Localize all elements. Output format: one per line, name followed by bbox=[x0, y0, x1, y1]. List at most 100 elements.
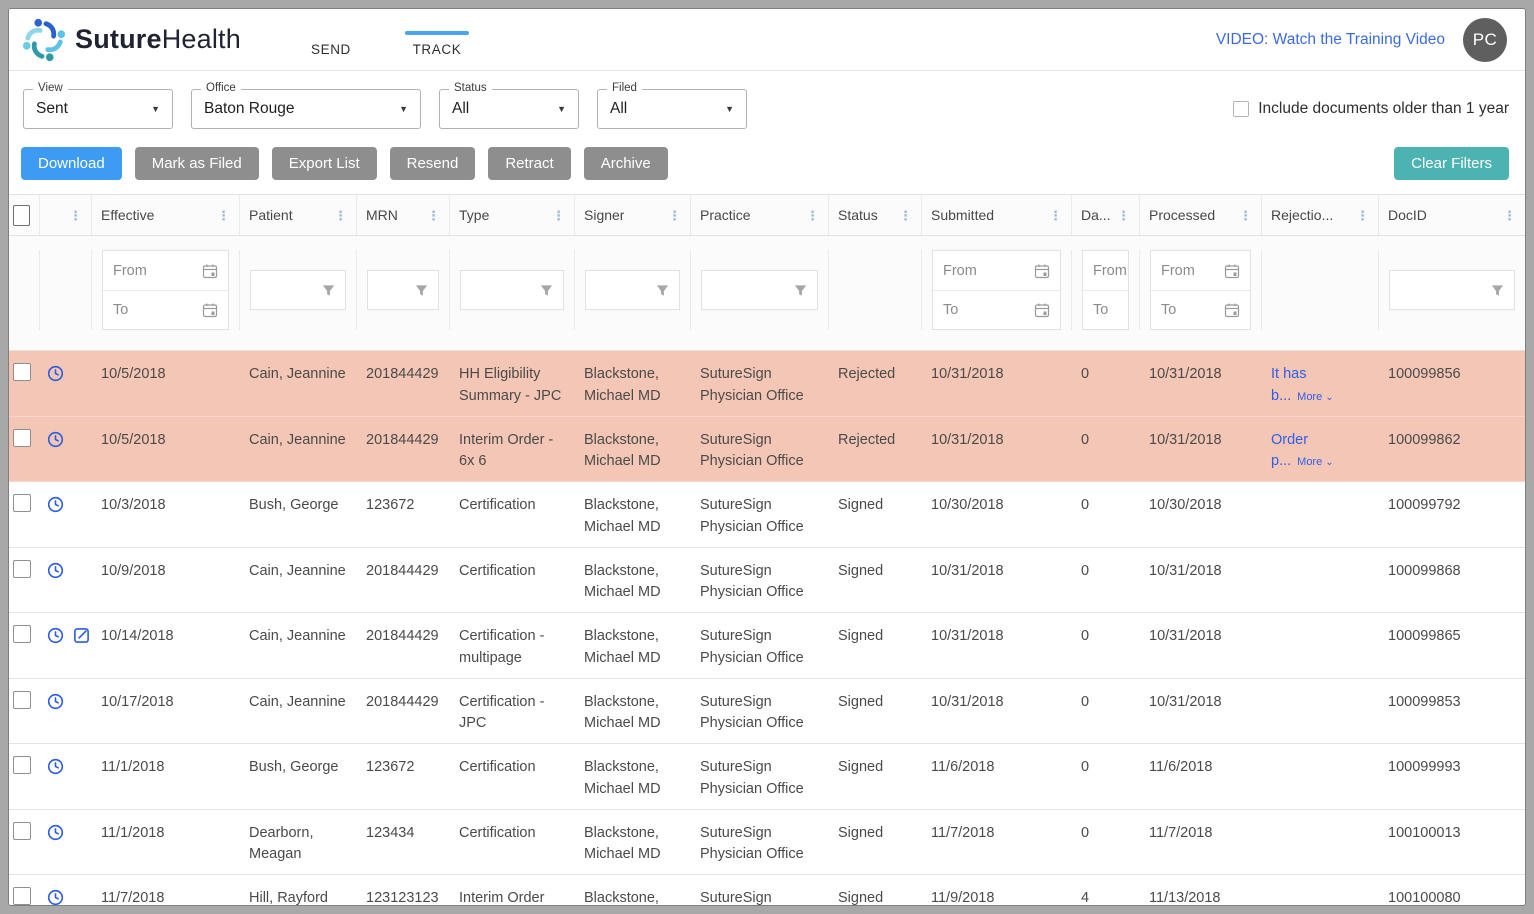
row-checkbox[interactable] bbox=[13, 363, 31, 381]
training-video-link[interactable]: VIDEO: Watch the Training Video bbox=[1215, 30, 1445, 48]
rejection-reason-link[interactable]: It has b... bbox=[1271, 366, 1307, 404]
calendar-icon[interactable] bbox=[202, 263, 218, 279]
column-header-mrn[interactable]: MRN ⋮ bbox=[356, 195, 449, 235]
processed-to-input[interactable]: To bbox=[1151, 290, 1250, 329]
docid-text-filter-input[interactable] bbox=[1389, 270, 1515, 310]
column-menu-icon[interactable]: ⋮ bbox=[1356, 207, 1369, 223]
practice-text-filter-input[interactable] bbox=[701, 270, 818, 310]
tab-track[interactable]: TRACK bbox=[404, 9, 469, 71]
table-row[interactable]: 10/5/2018 Cain, Jeannine 201844429 HH Eligi… bbox=[9, 351, 1525, 417]
clear-filters-button[interactable]: Clear Filters bbox=[1394, 147, 1509, 180]
filter-funnel-icon[interactable] bbox=[655, 283, 670, 298]
calendar-icon[interactable] bbox=[1034, 302, 1050, 318]
row-checkbox[interactable] bbox=[13, 821, 31, 840]
history-clock-icon[interactable] bbox=[47, 627, 64, 644]
filed-dropdown[interactable]: Filed All ▼ bbox=[597, 82, 747, 129]
effective-to-input[interactable]: To bbox=[103, 290, 228, 329]
filter-funnel-icon[interactable] bbox=[321, 283, 336, 298]
table-row[interactable]: 10/9/2018 Cain, Jeannine 201844429 Certific… bbox=[9, 547, 1525, 613]
column-header-submitted[interactable]: Submitted ⋮ bbox=[921, 195, 1071, 235]
table-row[interactable]: 10/17/2018 Cain, Jeannine 201844429 Certifi… bbox=[9, 678, 1525, 744]
column-menu-icon[interactable]: ⋮ bbox=[1117, 207, 1130, 223]
table-row[interactable]: 10/3/2018 Bush, George 123672 Certification… bbox=[9, 482, 1525, 548]
calendar-icon[interactable] bbox=[202, 302, 218, 318]
history-clock-icon[interactable] bbox=[47, 758, 64, 775]
export-list-button[interactable]: Export List bbox=[271, 147, 377, 180]
retract-button[interactable]: Retract bbox=[488, 147, 571, 180]
history-clock-icon[interactable] bbox=[47, 496, 64, 513]
column-menu-icon[interactable]: ⋮ bbox=[217, 207, 230, 223]
column-header-effective[interactable]: Effective ⋮ bbox=[91, 195, 239, 235]
select-all-checkbox[interactable] bbox=[13, 204, 30, 226]
column-menu-icon[interactable]: ⋮ bbox=[69, 207, 82, 223]
column-header-rejection[interactable]: Rejectio... ⋮ bbox=[1261, 195, 1378, 235]
row-checkbox[interactable] bbox=[13, 559, 31, 578]
tab-send[interactable]: SEND bbox=[299, 9, 363, 71]
column-menu-icon[interactable]: ⋮ bbox=[899, 207, 912, 223]
column-menu-icon[interactable]: ⋮ bbox=[668, 207, 681, 223]
column-menu-icon[interactable]: ⋮ bbox=[806, 207, 819, 223]
rejection-more-link[interactable]: More ⌄ bbox=[1297, 391, 1334, 403]
table-row[interactable]: 10/5/2018 Cain, Jeannine 201844429 Interim … bbox=[9, 416, 1525, 482]
type-text-filter-input[interactable] bbox=[460, 270, 564, 310]
days-from-input[interactable]: From bbox=[1083, 251, 1128, 290]
column-menu-icon[interactable]: ⋮ bbox=[1239, 207, 1252, 223]
history-clock-icon[interactable] bbox=[47, 824, 64, 841]
history-clock-icon[interactable] bbox=[47, 562, 64, 579]
row-checkbox[interactable] bbox=[13, 756, 31, 774]
filter-funnel-icon[interactable] bbox=[414, 283, 429, 298]
column-header-signer[interactable]: Signer ⋮ bbox=[574, 195, 690, 235]
filter-funnel-icon[interactable] bbox=[539, 283, 554, 298]
filter-funnel-icon[interactable] bbox=[1490, 283, 1505, 298]
row-checkbox[interactable] bbox=[13, 428, 31, 447]
column-header-practice[interactable]: Practice ⋮ bbox=[690, 195, 828, 235]
row-checkbox[interactable] bbox=[13, 690, 31, 709]
effective-from-input[interactable]: From bbox=[103, 251, 228, 290]
resend-button[interactable]: Resend bbox=[389, 147, 476, 180]
history-clock-icon[interactable] bbox=[47, 693, 64, 710]
history-clock-icon[interactable] bbox=[47, 365, 64, 382]
history-clock-icon[interactable] bbox=[47, 889, 64, 906]
office-dropdown[interactable]: Office Baton Rouge ▼ bbox=[191, 82, 421, 129]
mrn-text-filter-input[interactable] bbox=[367, 270, 439, 310]
calendar-icon[interactable] bbox=[1034, 263, 1050, 279]
row-checkbox[interactable] bbox=[13, 494, 31, 512]
rejection-more-link[interactable]: More ⌄ bbox=[1297, 456, 1334, 468]
table-row[interactable]: 11/1/2018 Bush, George 123672 Certification… bbox=[9, 744, 1525, 810]
edit-note-icon[interactable] bbox=[73, 627, 90, 644]
column-menu-icon[interactable]: ⋮ bbox=[334, 207, 347, 223]
column-header-processed[interactable]: Processed ⋮ bbox=[1139, 195, 1261, 235]
mark-as-filed-button[interactable]: Mark as Filed bbox=[134, 147, 259, 180]
row-checkbox[interactable] bbox=[13, 887, 31, 905]
days-to-input[interactable]: To bbox=[1083, 290, 1128, 329]
calendar-icon[interactable] bbox=[1224, 263, 1240, 279]
column-header-patient[interactable]: Patient ⋮ bbox=[239, 195, 356, 235]
patient-text-filter-input[interactable] bbox=[250, 270, 346, 310]
processed-from-input[interactable]: From bbox=[1151, 251, 1250, 290]
column-header-days[interactable]: Da... ⋮ bbox=[1071, 195, 1139, 235]
signer-text-filter-input[interactable] bbox=[585, 270, 680, 310]
submitted-from-input[interactable]: From bbox=[933, 251, 1060, 290]
column-menu-icon[interactable]: ⋮ bbox=[427, 207, 440, 223]
status-dropdown[interactable]: Status All ▼ bbox=[439, 82, 579, 129]
column-menu-icon[interactable]: ⋮ bbox=[552, 207, 565, 223]
column-menu-icon[interactable]: ⋮ bbox=[1503, 207, 1516, 223]
column-menu-icon[interactable]: ⋮ bbox=[1049, 207, 1062, 223]
table-row[interactable]: 11/7/2018 Hill, Rayford 123123123 Interim O… bbox=[9, 875, 1525, 906]
user-avatar[interactable]: PC bbox=[1463, 17, 1507, 62]
archive-button[interactable]: Archive bbox=[583, 147, 668, 180]
table-row[interactable]: 10/14/2018 Cain, Jeannine 201844429 Certifi… bbox=[9, 613, 1525, 679]
filter-funnel-icon[interactable] bbox=[793, 283, 808, 298]
column-header-type[interactable]: Type ⋮ bbox=[449, 195, 574, 235]
submitted-to-input[interactable]: To bbox=[933, 290, 1060, 329]
include-older-checkbox[interactable] bbox=[1233, 101, 1250, 117]
table-row[interactable]: 11/1/2018 Dearborn, Meagan 123434 Certifica… bbox=[9, 809, 1525, 875]
history-clock-icon[interactable] bbox=[47, 431, 64, 448]
calendar-icon[interactable] bbox=[1224, 302, 1240, 318]
row-checkbox[interactable] bbox=[13, 625, 31, 643]
download-button[interactable]: Download bbox=[21, 147, 122, 180]
view-dropdown[interactable]: View Sent ▼ bbox=[23, 82, 173, 129]
column-header-docid[interactable]: DocID ⋮ bbox=[1378, 195, 1525, 235]
rejection-reason-link[interactable]: Order p... bbox=[1271, 431, 1309, 470]
column-header-status[interactable]: Status ⋮ bbox=[828, 195, 921, 235]
